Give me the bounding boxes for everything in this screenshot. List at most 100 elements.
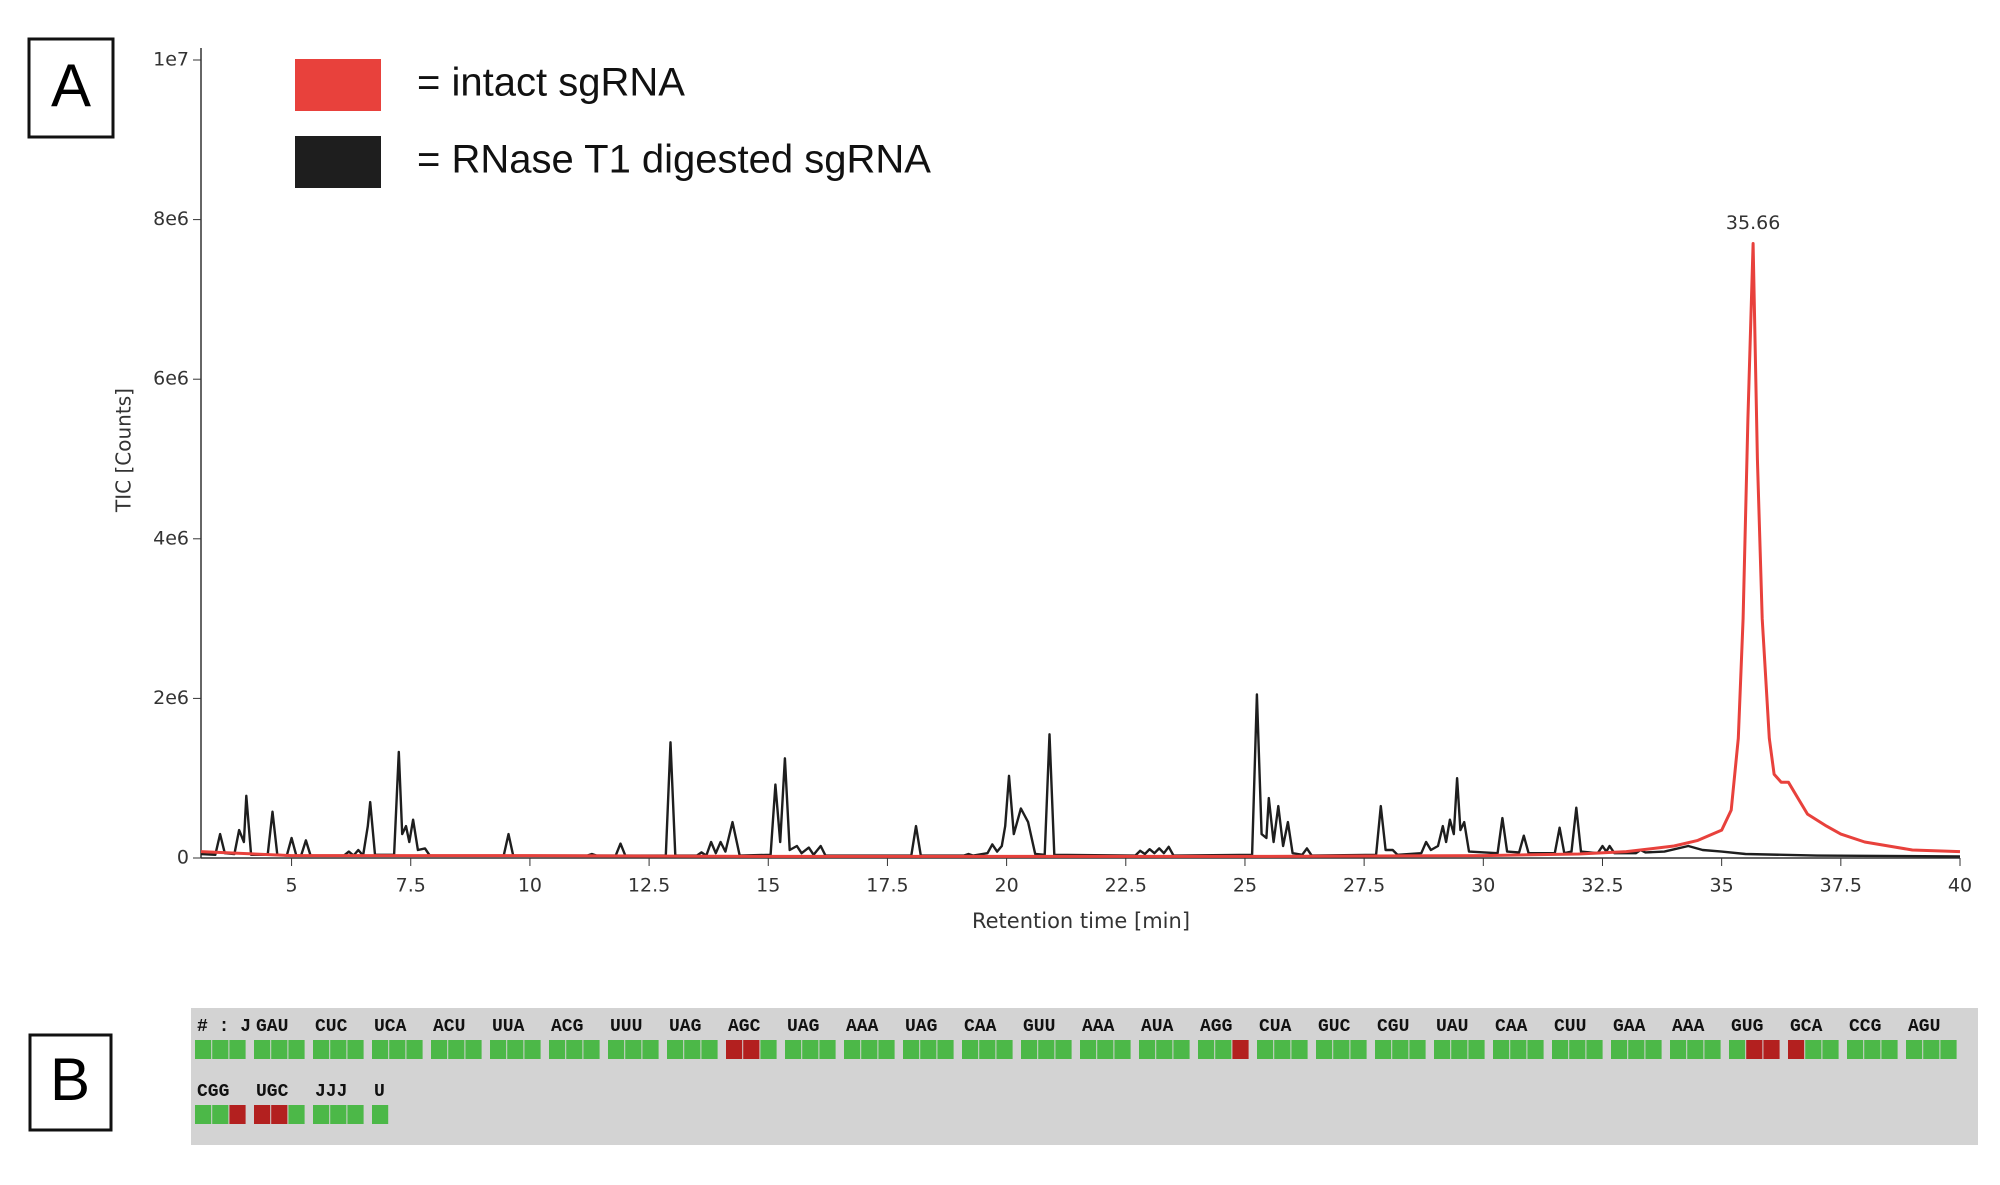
coverage-cell	[920, 1040, 937, 1059]
series-line	[200, 693, 1961, 858]
coverage-cell	[330, 1105, 347, 1124]
x-tick-label: 22.5	[1105, 875, 1147, 897]
coverage-cell	[1822, 1040, 1839, 1059]
coverage-cell	[1451, 1040, 1468, 1059]
coverage-cell	[844, 1040, 861, 1059]
coverage-cell	[1906, 1040, 1923, 1059]
coverage-cell	[1021, 1040, 1038, 1059]
coverage-cell	[1670, 1040, 1687, 1059]
x-tick-label: 25	[1233, 875, 1257, 897]
coverage-cell	[1114, 1040, 1131, 1059]
codon-label: ACU	[433, 1017, 465, 1037]
coverage-cell	[330, 1040, 347, 1059]
coverage-cell	[861, 1040, 878, 1059]
coverage-cell	[1805, 1040, 1822, 1059]
x-tick-label: 20	[995, 875, 1019, 897]
coverage-cell	[1628, 1040, 1645, 1059]
coverage-cell	[667, 1040, 684, 1059]
codon-label: GUC	[1318, 1017, 1351, 1037]
legend-swatch	[295, 136, 381, 188]
coverage-cell	[1704, 1040, 1721, 1059]
coverage-cell	[642, 1040, 659, 1059]
codon-label: AAA	[1082, 1017, 1115, 1037]
codon-label: CCG	[1849, 1017, 1881, 1037]
coverage-cell	[1173, 1040, 1190, 1059]
codon-label: GUU	[1023, 1017, 1055, 1037]
coverage-cell	[684, 1040, 701, 1059]
coverage-cell	[389, 1040, 406, 1059]
peak-annotation: 35.66	[1726, 212, 1780, 234]
coverage-cell	[1080, 1040, 1097, 1059]
coverage-cell	[726, 1040, 743, 1059]
coverage-cell	[1940, 1040, 1957, 1059]
y-axis-label: TIC [Counts]	[112, 388, 136, 513]
x-axis-label: Retention time [min]	[972, 909, 1190, 933]
codon-label: CUC	[315, 1017, 348, 1037]
coverage-cell	[1611, 1040, 1628, 1059]
x-tick-label: 30	[1471, 875, 1495, 897]
coverage-cell	[1847, 1040, 1864, 1059]
coverage-cell	[507, 1040, 524, 1059]
panel-label-box	[27, 37, 115, 139]
codon-label: AAA	[846, 1017, 879, 1037]
coverage-cell	[566, 1040, 583, 1059]
coverage-cell	[1316, 1040, 1333, 1059]
coverage-cell	[1788, 1040, 1805, 1059]
coverage-cell	[347, 1105, 364, 1124]
x-tick-label: 7.5	[396, 875, 426, 897]
coverage-cell	[1232, 1040, 1249, 1059]
coverage-cell	[229, 1040, 246, 1059]
coverage-cell	[372, 1105, 389, 1124]
coverage-cell	[229, 1105, 246, 1124]
x-tick-label: 27.5	[1343, 875, 1385, 897]
codon-label: AGC	[728, 1017, 761, 1037]
coverage-cell	[347, 1040, 364, 1059]
coverage-cell	[212, 1040, 229, 1059]
coverage-cell	[1257, 1040, 1274, 1059]
coverage-cell	[608, 1040, 625, 1059]
coverage-cell	[1493, 1040, 1510, 1059]
coverage-cell	[1569, 1040, 1586, 1059]
coverage-cell	[1586, 1040, 1603, 1059]
codon-label: # : J	[197, 1017, 251, 1037]
coverage-cell	[1729, 1040, 1746, 1059]
codon-label: AGG	[1200, 1017, 1232, 1037]
coverage-cell	[1392, 1040, 1409, 1059]
coverage-cell	[785, 1040, 802, 1059]
x-tick-label: 35	[1710, 875, 1734, 897]
x-tick-label: 40	[1948, 875, 1972, 897]
x-tick-label: 10	[518, 875, 542, 897]
coverage-cell	[1375, 1040, 1392, 1059]
coverage-cell	[313, 1040, 330, 1059]
coverage-cell	[372, 1040, 389, 1059]
coverage-cell	[549, 1040, 566, 1059]
coverage-cell	[1350, 1040, 1367, 1059]
codon-label: CUA	[1259, 1017, 1292, 1037]
coverage-cell	[524, 1040, 541, 1059]
codon-label: GCA	[1790, 1017, 1823, 1037]
series-line	[200, 242, 1961, 858]
legend-label: = RNase T1 digested sgRNA	[417, 138, 931, 182]
x-tick-label: 17.5	[866, 875, 908, 897]
legend-label: = intact sgRNA	[417, 61, 685, 105]
y-tick-label: 4e6	[153, 527, 189, 549]
y-tick-label: 6e6	[153, 368, 189, 390]
x-tick-label: 32.5	[1581, 875, 1623, 897]
coverage-cell	[254, 1040, 271, 1059]
coverage-cell	[1864, 1040, 1881, 1059]
y-tick-label: 0	[177, 847, 189, 869]
coverage-cell	[1434, 1040, 1451, 1059]
x-tick-label: 5	[286, 875, 298, 897]
coverage-cell	[288, 1040, 305, 1059]
coverage-cell	[701, 1040, 718, 1059]
coverage-cell	[212, 1105, 229, 1124]
codon-label: CAA	[964, 1017, 997, 1037]
panel-label: B	[50, 1046, 90, 1113]
coverage-cell	[1215, 1040, 1232, 1059]
codon-label: U	[374, 1082, 385, 1102]
coverage-cell	[878, 1040, 895, 1059]
legend-swatch	[295, 59, 381, 111]
codon-label: CAA	[1495, 1017, 1528, 1037]
y-tick-label: 2e6	[153, 687, 189, 709]
